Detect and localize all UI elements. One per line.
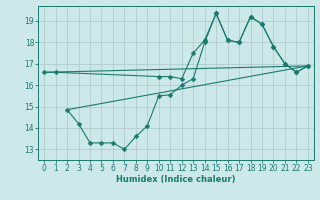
X-axis label: Humidex (Indice chaleur): Humidex (Indice chaleur)	[116, 175, 236, 184]
